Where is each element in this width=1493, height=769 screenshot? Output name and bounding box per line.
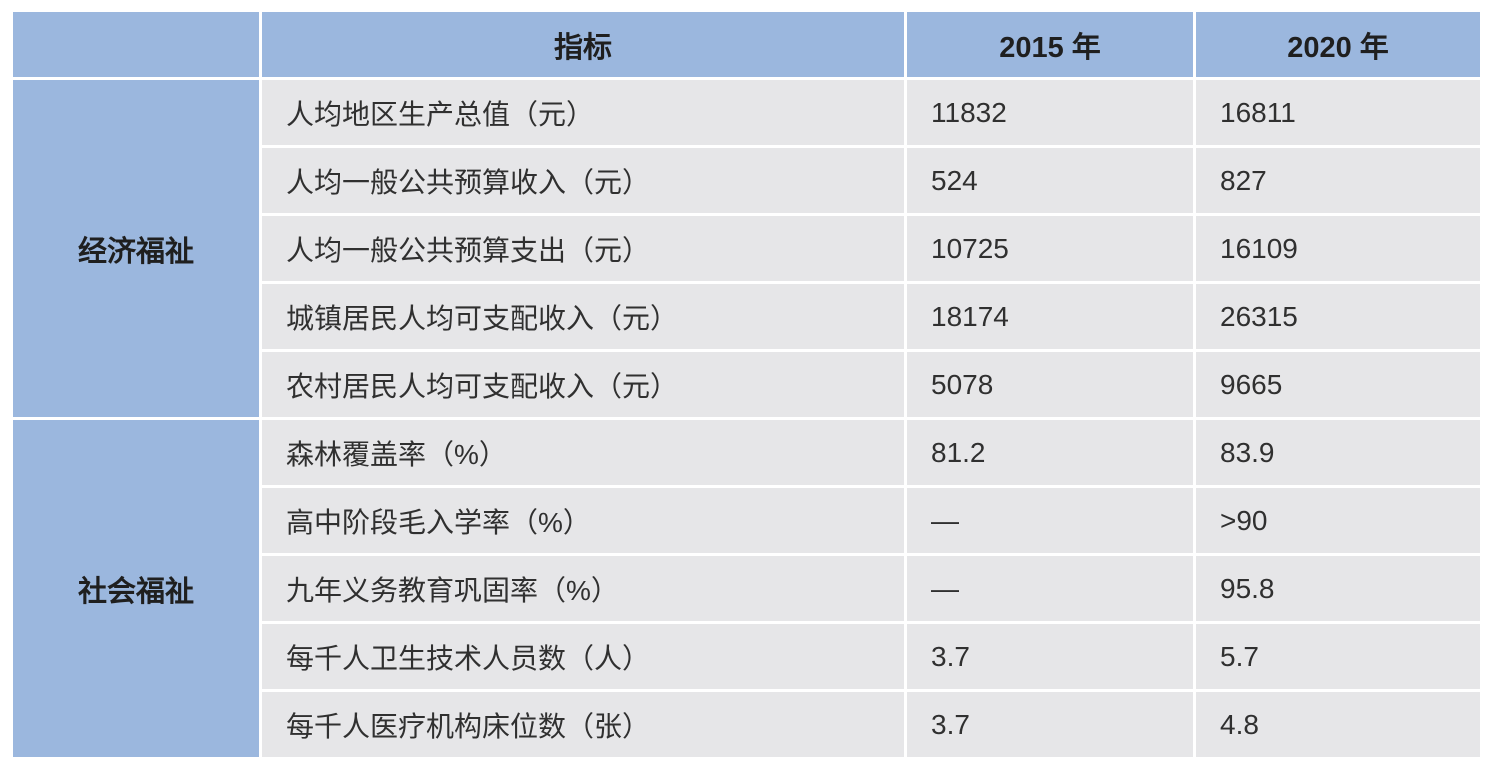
table-row: 城镇居民人均可支配收入（元） 18174 26315: [13, 284, 1480, 349]
value-2020-cell: 26315: [1196, 284, 1480, 349]
table-row: 每千人卫生技术人员数（人） 3.7 5.7: [13, 624, 1480, 689]
value-2015-cell: 524: [907, 148, 1193, 213]
value-2015-cell: 11832: [907, 80, 1193, 145]
value-2015-cell: 5078: [907, 352, 1193, 417]
indicator-cell: 每千人卫生技术人员数（人）: [262, 624, 904, 689]
welfare-indicators-table: 指标 2015 年 2020 年 经济福祉 人均地区生产总值（元） 11832 …: [10, 9, 1483, 760]
col-header-2020: 2020 年: [1196, 12, 1480, 77]
col-header-2015: 2015 年: [907, 12, 1193, 77]
indicator-cell: 农村居民人均可支配收入（元）: [262, 352, 904, 417]
indicator-cell: 人均地区生产总值（元）: [262, 80, 904, 145]
table-row: 经济福祉 人均地区生产总值（元） 11832 16811: [13, 80, 1480, 417]
table-row: 每千人医疗机构床位数（张） 3.7 4.8: [13, 692, 1480, 757]
indicator-cell: 人均一般公共预算支出（元）: [262, 216, 904, 281]
table-row: 高中阶段毛入学率（%） — >90: [13, 488, 1480, 553]
table-row: 人均一般公共预算支出（元） 10725 16109: [13, 216, 1480, 281]
header-row: 指标 2015 年 2020 年: [13, 12, 1480, 77]
value-2015-cell: 18174: [907, 284, 1193, 349]
indicator-cell: 森林覆盖率（%）: [262, 420, 904, 485]
value-2020-cell: 5.7: [1196, 624, 1480, 689]
category-cell-economic: 经济福祉: [13, 80, 259, 417]
table-row: 农村居民人均可支配收入（元） 5078 9665: [13, 352, 1480, 417]
indicator-cell: 每千人医疗机构床位数（张）: [262, 692, 904, 757]
col-header-indicator: 指标: [262, 12, 904, 77]
table-row: 社会福祉 森林覆盖率（%） 81.2 83.9: [13, 420, 1480, 757]
value-2015-cell: 3.7: [907, 692, 1193, 757]
indicator-cell: 高中阶段毛入学率（%）: [262, 488, 904, 553]
value-2020-cell: 9665: [1196, 352, 1480, 417]
value-2020-cell: 4.8: [1196, 692, 1480, 757]
value-2015-cell: 3.7: [907, 624, 1193, 689]
value-2015-cell: —: [907, 488, 1193, 553]
value-2020-cell: 95.8: [1196, 556, 1480, 621]
value-2015-cell: 81.2: [907, 420, 1193, 485]
col-header-category: [13, 12, 259, 77]
table-row: 九年义务教育巩固率（%） — 95.8: [13, 556, 1480, 621]
table-row: 人均一般公共预算收入（元） 524 827: [13, 148, 1480, 213]
value-2020-cell: 83.9: [1196, 420, 1480, 485]
value-2020-cell: 16109: [1196, 216, 1480, 281]
value-2020-cell: >90: [1196, 488, 1480, 553]
value-2015-cell: —: [907, 556, 1193, 621]
indicator-cell: 人均一般公共预算收入（元）: [262, 148, 904, 213]
value-2015-cell: 10725: [907, 216, 1193, 281]
indicator-cell: 城镇居民人均可支配收入（元）: [262, 284, 904, 349]
category-cell-social: 社会福祉: [13, 420, 259, 757]
value-2020-cell: 827: [1196, 148, 1480, 213]
value-2020-cell: 16811: [1196, 80, 1480, 145]
indicator-cell: 九年义务教育巩固率（%）: [262, 556, 904, 621]
